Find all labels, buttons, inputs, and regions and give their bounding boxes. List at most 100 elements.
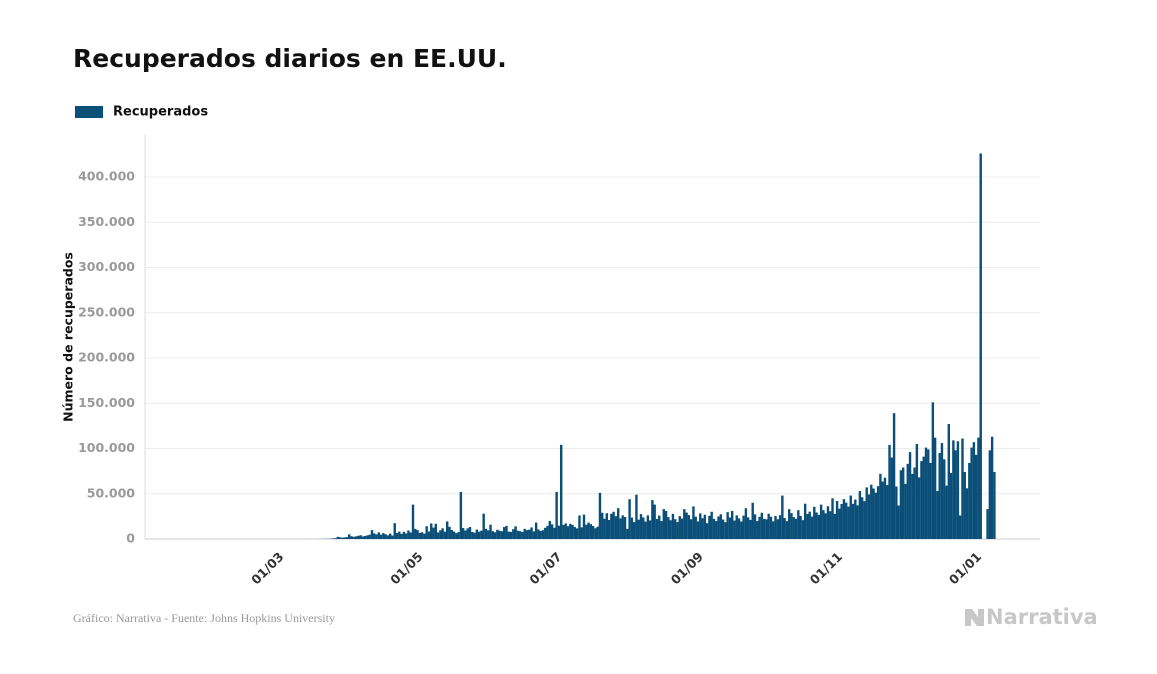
bar (614, 516, 618, 539)
bar (692, 506, 695, 539)
bar (774, 516, 777, 539)
bar (851, 503, 855, 539)
bar (863, 501, 866, 539)
bar (532, 531, 536, 539)
bar (601, 512, 604, 539)
bar (530, 527, 533, 539)
bar (753, 514, 757, 539)
bar (927, 449, 930, 539)
bar (368, 534, 371, 539)
bar (571, 524, 574, 539)
bar (493, 532, 497, 539)
bar (911, 473, 914, 539)
bar (450, 530, 453, 539)
bar (386, 535, 390, 539)
bar (644, 521, 647, 539)
bar (765, 519, 768, 539)
bar (537, 529, 540, 539)
bar (617, 508, 620, 539)
bar (728, 517, 732, 539)
bar (949, 472, 953, 539)
bar (582, 514, 586, 539)
bar (781, 495, 784, 539)
bar (858, 491, 862, 539)
bar (968, 462, 971, 539)
bar (398, 531, 401, 539)
y-tick-label: 100.000 (78, 440, 135, 455)
bar (829, 511, 832, 539)
bar (354, 536, 358, 539)
bar (414, 528, 417, 539)
y-tick-label: 400.000 (78, 169, 135, 184)
bar (756, 521, 759, 539)
bar (699, 513, 702, 539)
bar (849, 495, 852, 539)
bar (384, 534, 387, 539)
bar (726, 512, 729, 539)
bar (430, 523, 433, 539)
bar (824, 513, 827, 539)
bar (933, 437, 937, 539)
bar (897, 505, 900, 539)
bar (678, 516, 681, 539)
bar (350, 536, 353, 539)
bar (603, 518, 606, 539)
bar (785, 521, 789, 539)
bar (810, 516, 814, 539)
logo: Narrativa (965, 605, 1098, 629)
bar (842, 499, 846, 539)
bar (482, 513, 485, 539)
bar (573, 527, 577, 539)
bar (630, 517, 634, 539)
bar (936, 491, 939, 539)
bar (395, 532, 399, 539)
bar (379, 534, 383, 539)
bar (610, 513, 613, 539)
bar (432, 527, 435, 539)
bar (813, 506, 816, 539)
bar (708, 515, 711, 539)
bar (363, 536, 367, 539)
bar (441, 528, 444, 539)
bar (733, 520, 736, 539)
bar (655, 518, 659, 539)
bar (487, 530, 490, 539)
logo-icon (965, 609, 984, 626)
bar (938, 453, 941, 539)
bar (332, 538, 335, 539)
bar (596, 526, 599, 539)
bar (886, 485, 889, 539)
bar (724, 522, 727, 539)
bar (500, 531, 504, 539)
bar (865, 487, 868, 539)
bar (776, 519, 779, 539)
bar (751, 502, 754, 539)
bar (797, 510, 800, 539)
bar (990, 436, 994, 539)
bar (674, 519, 677, 539)
bar (833, 513, 836, 539)
bar (917, 477, 921, 539)
bar (480, 530, 483, 539)
bar (970, 447, 973, 539)
bar (737, 518, 741, 539)
bar (541, 530, 545, 539)
bar (642, 517, 645, 539)
bar (420, 532, 424, 539)
bar (334, 538, 337, 539)
bar (658, 515, 661, 539)
bar (475, 529, 479, 539)
bar (972, 442, 976, 539)
bar (783, 518, 786, 539)
bar (988, 450, 992, 539)
y-tick-label: 350.000 (78, 214, 135, 229)
bar (373, 533, 376, 539)
bar (345, 537, 349, 539)
bar (760, 512, 764, 539)
bar (876, 486, 880, 539)
y-tick-label: 250.000 (78, 304, 135, 319)
bar (977, 437, 980, 539)
bar (359, 535, 362, 539)
bar (721, 519, 725, 539)
bar (705, 523, 709, 539)
